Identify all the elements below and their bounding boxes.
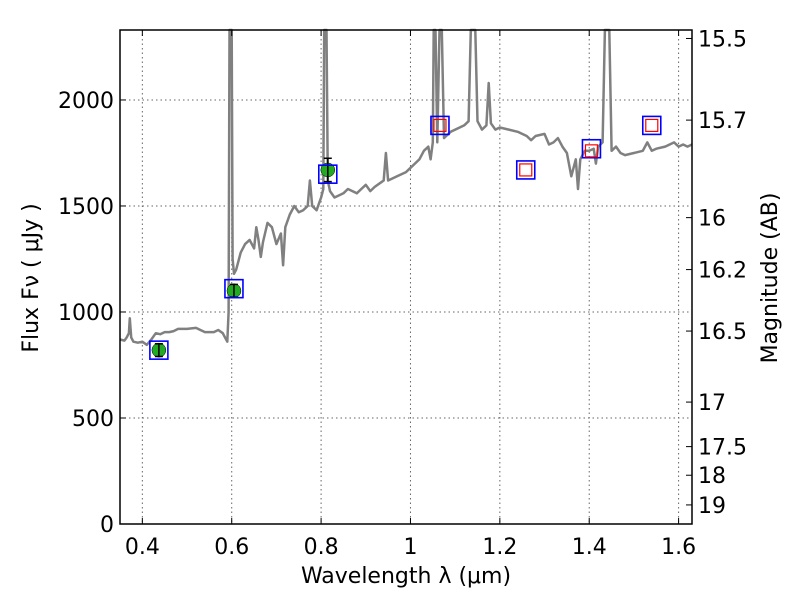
y2-tick-label: 16.5 — [698, 320, 747, 345]
tick-layer: 0.4 0.6 0.8 1 1.2 1.4 1.6 0 500 1000 1500 2000 15.5 1… — [58, 27, 747, 560]
x-tick-label: 1.4 — [572, 535, 607, 560]
x-tick-label: 0.4 — [125, 535, 160, 560]
y2-axis-title: Magnitude (AB) — [758, 193, 783, 364]
x-tick-label: 1.2 — [482, 535, 517, 560]
model-square-blue — [430, 115, 450, 136]
spectrum-layer — [119, 28, 693, 347]
model-square-blue — [317, 164, 338, 184]
plot-frame — [119, 29, 693, 525]
y-tick-label: 0 — [100, 513, 114, 538]
y2-tick-label: 15.5 — [698, 27, 747, 52]
y-tick-label: 500 — [72, 407, 114, 432]
model-square-blue — [149, 340, 169, 360]
y2-tick-label: 15.7 — [698, 109, 747, 134]
x-tick-label: 1 — [403, 535, 417, 560]
model-square-red — [519, 163, 533, 177]
model-square-blue — [515, 160, 536, 180]
grid-layer — [120, 30, 692, 525]
y-tick-label: 1000 — [58, 301, 114, 326]
y2-tick-label: 16.2 — [698, 259, 747, 284]
model-square-red — [645, 118, 659, 133]
y-axis-title: Flux Fν ( μJy ) — [19, 203, 44, 352]
y-tick-label: 1500 — [58, 195, 114, 220]
y-tick-label: 2000 — [58, 89, 114, 114]
x-tick-label: 0.8 — [304, 535, 339, 560]
x-tick-label: 0.6 — [214, 535, 249, 560]
y2-tick-label: 17 — [698, 391, 726, 416]
model-square-blue — [581, 138, 602, 159]
model-square-red — [433, 118, 447, 133]
model-square-blue — [641, 115, 662, 136]
y2-tick-label: 19 — [698, 494, 726, 519]
x-axis-title: Wavelength λ (μm) — [301, 564, 511, 589]
x-tick-label: 1.6 — [661, 535, 696, 560]
y2-tick-label: 18 — [698, 464, 726, 489]
marker-layer — [149, 115, 662, 360]
y2-tick-label: 17.5 — [698, 436, 747, 461]
spectrum-line — [119, 28, 693, 347]
model-square-red — [584, 144, 599, 158]
y2-tick-label: 16 — [698, 207, 726, 232]
model-square-blue — [224, 278, 244, 299]
